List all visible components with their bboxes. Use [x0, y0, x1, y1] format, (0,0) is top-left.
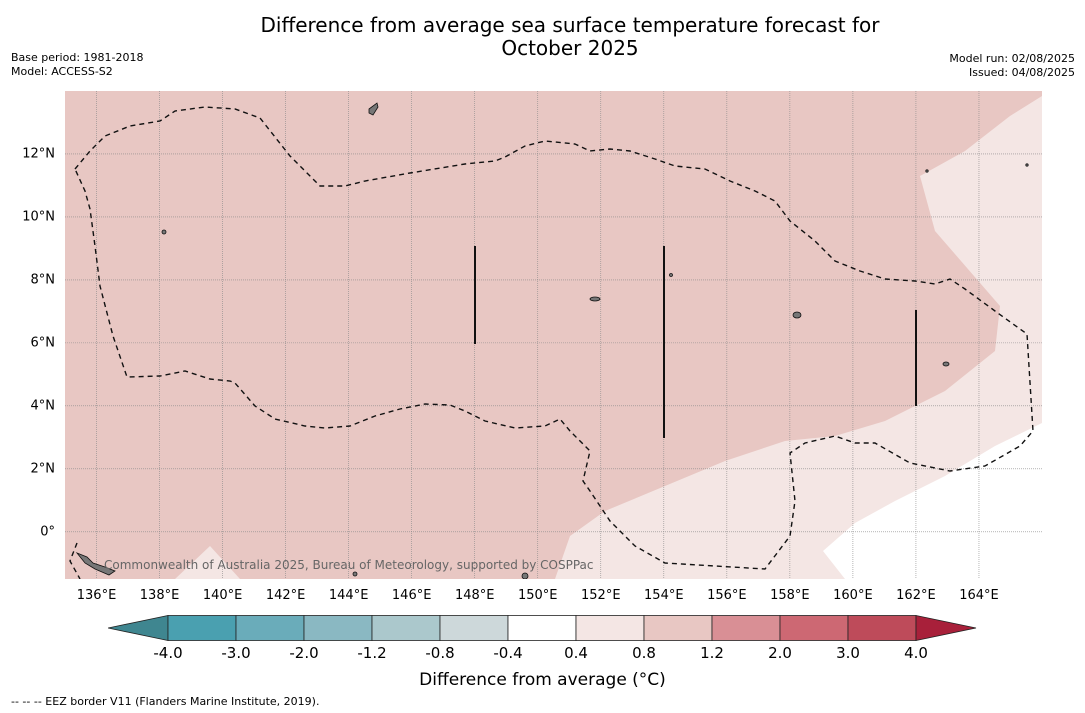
colorbar-over-arrow — [915, 615, 977, 641]
islands — [75, 102, 1029, 579]
colorbar-segment — [643, 615, 713, 641]
colorbar-tick-label: -4.0 — [153, 644, 183, 662]
colorbar-tick-label: 2.0 — [768, 644, 792, 662]
issued-date: Issued: 04/08/2025 — [968, 66, 1075, 79]
sst-anomaly-map — [65, 91, 1042, 579]
colorbar-title: Difference from average (°C) — [419, 670, 666, 690]
x-tick-label: 148°E — [454, 588, 495, 603]
model-run: Model run: 02/08/2025 — [949, 52, 1075, 65]
colorbar-segment — [507, 615, 577, 641]
x-tick-label: 160°E — [833, 588, 873, 603]
island-yap — [161, 229, 167, 235]
title-line-2: October 2025 — [501, 36, 639, 60]
island-guam — [368, 102, 379, 116]
island-small-4 — [521, 572, 529, 579]
colorbar-segment — [439, 615, 509, 641]
anomaly-region-light — [555, 96, 1042, 579]
eez-border-south — [69, 542, 81, 579]
colorbar-segment — [711, 615, 781, 641]
island-small-3 — [1025, 163, 1029, 167]
run-info: Model run: 02/08/2025 Issued: 04/08/2025 — [949, 52, 1075, 80]
y-tick-label: 12°N — [22, 146, 55, 162]
map-canvas — [65, 91, 1042, 579]
x-tick-label: 164°E — [959, 588, 999, 603]
colorbar-segment — [575, 615, 645, 641]
y-tick-label: 10°N — [22, 209, 55, 225]
model-name: Model: ACCESS-S2 — [11, 65, 113, 78]
eez-border-fsm — [74, 106, 1034, 570]
colorbar-segment — [167, 615, 237, 641]
x-tick-label: 146°E — [391, 588, 432, 603]
colorbar-segment — [847, 615, 917, 641]
colorbar-tick-label: -3.0 — [221, 644, 251, 662]
anomaly-region-neutral — [823, 423, 1042, 579]
eez-legend-note: -- -- -- EEZ border V11 (Flanders Marine… — [11, 695, 320, 708]
island-small-2 — [925, 169, 929, 173]
x-tick-label: 150°E — [517, 588, 558, 603]
x-tick-label: 142°E — [265, 588, 306, 603]
colorbar-tick-label: -1.2 — [357, 644, 387, 662]
x-tick-label: 158°E — [770, 588, 810, 603]
x-tick-label: 154°E — [644, 588, 684, 603]
colorbar-tick-label: -0.4 — [493, 644, 523, 662]
colorbar-under-arrow — [108, 615, 169, 641]
x-tick-label: 144°E — [328, 588, 369, 603]
y-tick-label: 2°N — [30, 461, 56, 477]
x-tick-label: 162°E — [896, 588, 936, 603]
copyright-credit: Commonwealth of Australia 2025, Bureau o… — [104, 558, 594, 572]
anomaly-region-light-sw — [175, 546, 240, 579]
x-tick-label: 152°E — [581, 588, 621, 603]
x-tick-label: 156°E — [707, 588, 747, 603]
island-kosrae — [942, 361, 950, 367]
colorbar — [108, 615, 977, 641]
island-new-guinea-tip — [75, 552, 116, 576]
x-tick-label: 136°E — [76, 588, 117, 603]
island-small-1 — [669, 273, 673, 277]
island-pohnpei — [792, 311, 802, 319]
y-tick-label: 0° — [40, 524, 55, 540]
x-tick-label: 138°E — [139, 588, 180, 603]
colorbar-tick-label: -0.8 — [425, 644, 455, 662]
map-title: Difference from average sea surface temp… — [170, 14, 970, 60]
base-period: Base period: 1981-2018 — [11, 51, 144, 64]
y-tick-label: 6°N — [30, 335, 56, 351]
island-chuuk — [589, 296, 601, 302]
colorbar-tick-label: -2.0 — [289, 644, 319, 662]
y-tick-label: 8°N — [30, 272, 56, 288]
colorbar-tick-label: 0.4 — [564, 644, 588, 662]
model-info: Base period: 1981-2018 Model: ACCESS-S2 — [11, 51, 143, 79]
x-tick-label: 140°E — [202, 588, 243, 603]
colorbar-tick-label: 4.0 — [904, 644, 928, 662]
colorbar-segment — [371, 615, 441, 641]
title-line-1: Difference from average sea surface temp… — [260, 13, 880, 37]
island-small-5 — [352, 571, 358, 577]
y-tick-label: 4°N — [30, 398, 56, 414]
colorbar-segment — [235, 615, 305, 641]
colorbar-tick-label: 1.2 — [700, 644, 724, 662]
graticule — [65, 91, 1042, 579]
colorbar-tick-label: 0.8 — [632, 644, 656, 662]
colorbar-segment — [303, 615, 373, 641]
colorbar-tick-label: 3.0 — [836, 644, 860, 662]
colorbar-segment — [779, 615, 849, 641]
